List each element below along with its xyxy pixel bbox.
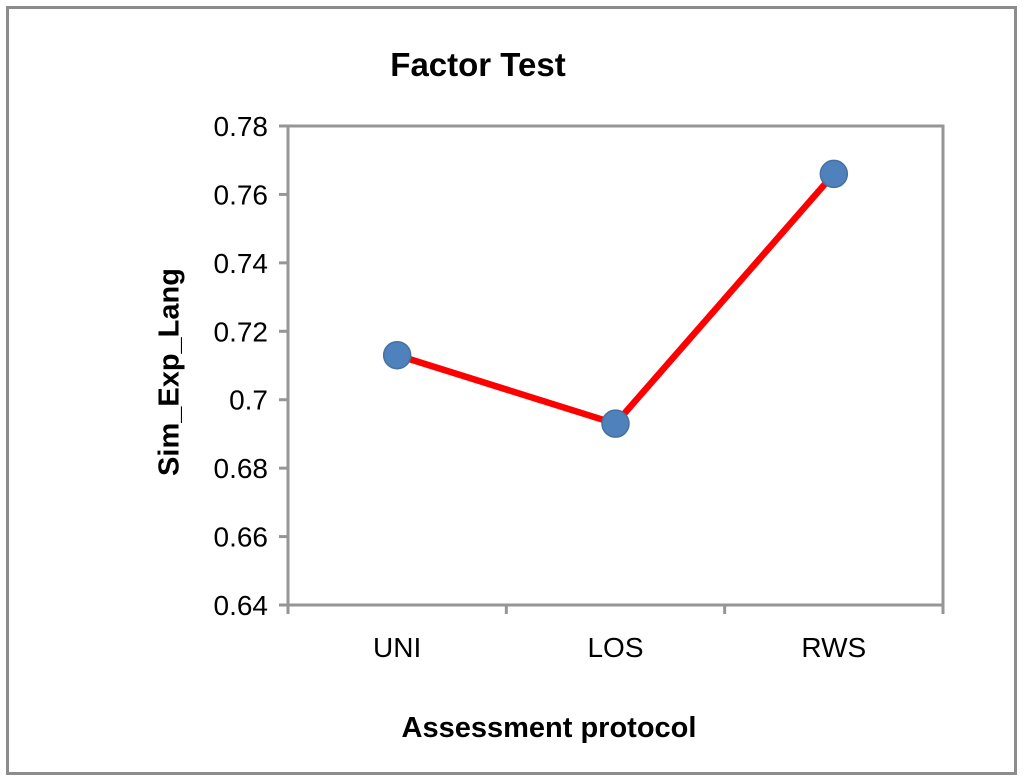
y-tick-label: 0.78 (214, 111, 269, 142)
y-tick-label: 0.72 (214, 316, 269, 347)
x-category-label-rws: RWS (801, 632, 866, 663)
x-axis-title: Assessment protocol (401, 712, 697, 744)
data-point-uni (382, 340, 412, 370)
chart-title: Factor Test (390, 46, 566, 83)
y-tick-label: 0.68 (214, 453, 269, 484)
y-tick-label: 0.74 (214, 248, 269, 279)
y-tick-label: 0.64 (214, 590, 269, 621)
x-category-label-los: LOS (587, 632, 643, 663)
x-category-label-uni: UNI (373, 632, 421, 663)
y-tick-label: 0.66 (214, 522, 269, 553)
data-point-rws (819, 159, 849, 189)
series-line (393, 170, 838, 428)
data-point-los (601, 409, 630, 438)
figure-border (6, 6, 1017, 775)
plot-border (286, 124, 945, 607)
y-tick-label: 0.76 (214, 179, 269, 210)
y-tick-label: 0.7 (229, 385, 268, 416)
